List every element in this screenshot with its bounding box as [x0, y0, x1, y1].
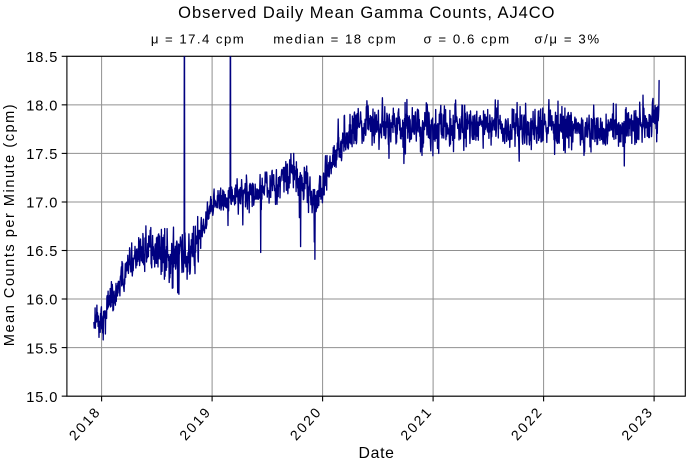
svg-text:18.0: 18.0 [26, 99, 58, 115]
svg-text:17.5: 17.5 [26, 147, 58, 163]
svg-text:σ = 0.6 cpm: σ = 0.6 cpm [424, 32, 511, 47]
svg-text:17.0: 17.0 [26, 196, 58, 212]
svg-text:Observed Daily Mean Gamma Coun: Observed Daily Mean Gamma Counts, AJ4CO [178, 4, 555, 22]
svg-text:15.5: 15.5 [26, 341, 58, 357]
svg-text:median = 18 cpm: median = 18 cpm [273, 32, 397, 47]
svg-text:15.0: 15.0 [26, 390, 58, 406]
svg-text:μ = 17.4 cpm: μ = 17.4 cpm [151, 32, 245, 47]
svg-text:16.5: 16.5 [26, 244, 58, 260]
svg-text:σ/μ = 3%: σ/μ = 3% [534, 32, 600, 47]
svg-text:18.5: 18.5 [26, 50, 58, 66]
svg-text:Mean Counts per Minute (cpm): Mean Counts per Minute (cpm) [2, 103, 18, 346]
svg-text:16.0: 16.0 [26, 293, 58, 309]
svg-text:Date: Date [359, 445, 395, 462]
